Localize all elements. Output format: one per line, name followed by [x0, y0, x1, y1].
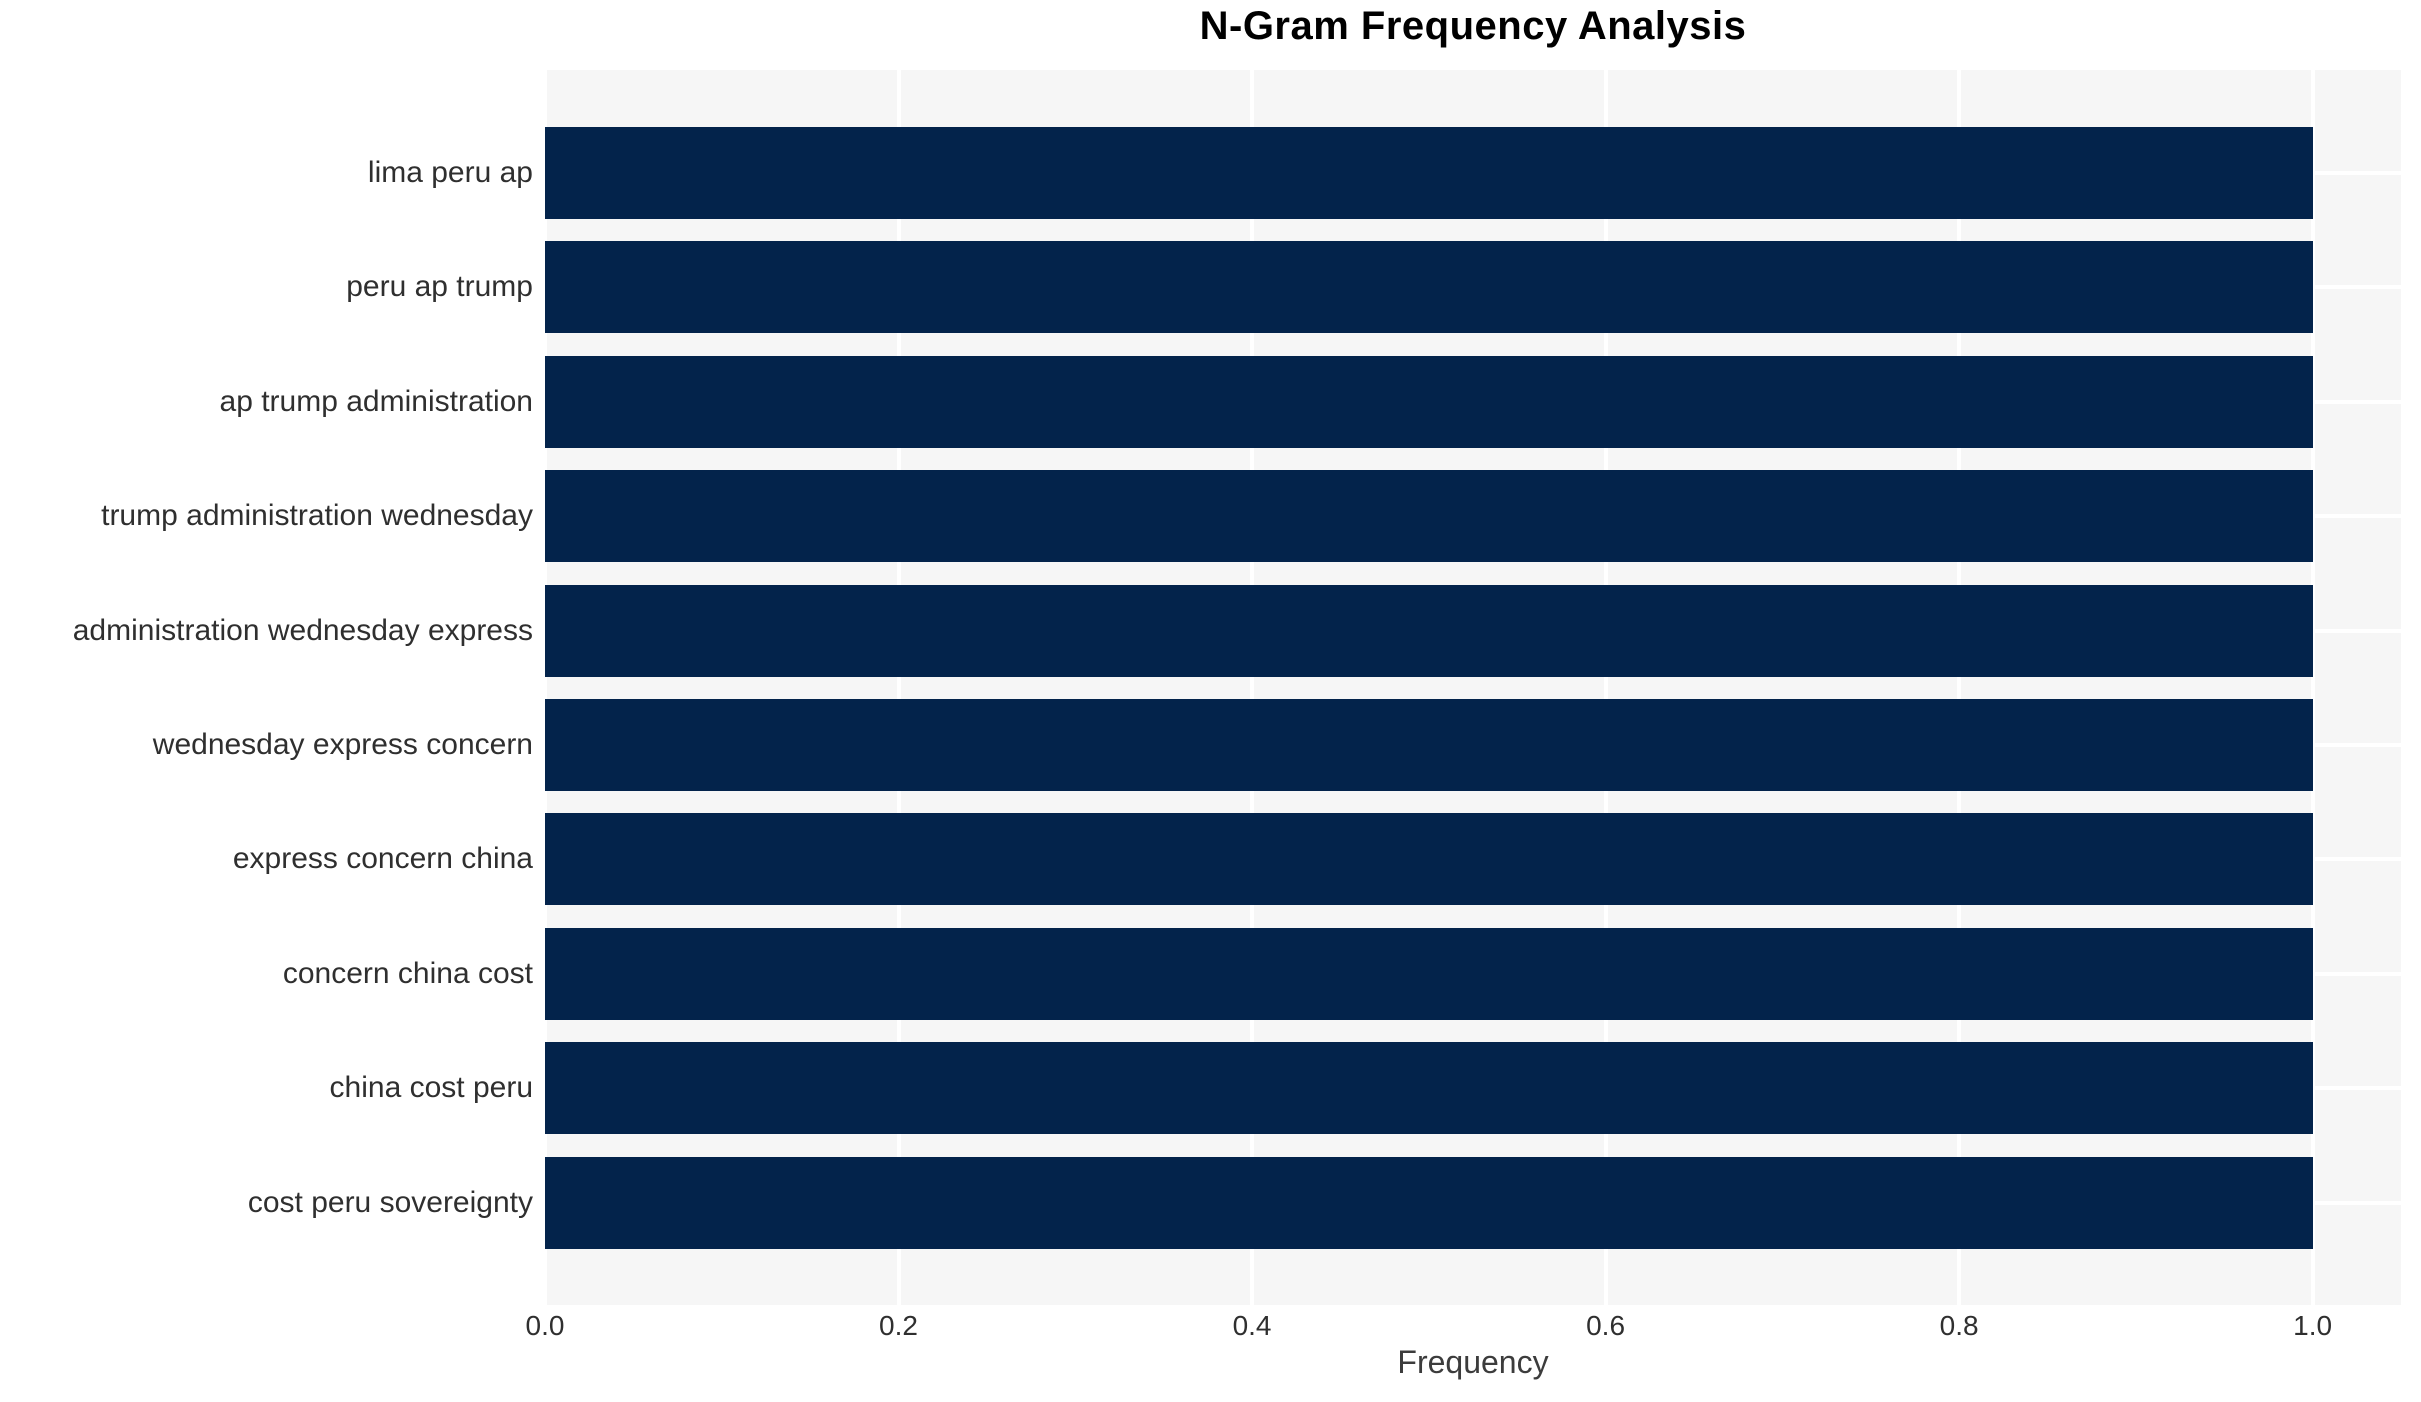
y-tick-label: cost peru sovereignty	[247, 1185, 533, 1219]
x-gridline	[1250, 70, 1255, 1305]
x-gridline	[543, 70, 547, 1305]
bar	[545, 699, 2313, 791]
x-gridline	[2310, 70, 2315, 1305]
y-tick-label: ap trump administration	[219, 384, 533, 418]
bar	[545, 1156, 2313, 1249]
x-tick-label: 0.8	[1939, 1310, 1979, 1341]
bar	[545, 127, 2313, 219]
bar	[545, 927, 2313, 1020]
chart-title: N-Gram Frequency Analysis	[1199, 4, 1747, 48]
y-tick-label: trump administration wednesday	[101, 499, 533, 533]
y-tick-label: wednesday express concern	[152, 728, 533, 761]
bar	[545, 241, 2313, 334]
y-tick-label: china cost peru	[329, 1071, 533, 1105]
x-tick-label: 0.2	[879, 1310, 918, 1341]
y-axis-labels: lima peru ap peru ap trump ap trump admini…	[0, 70, 533, 1305]
y-tick-label: peru ap trump	[346, 270, 533, 304]
x-tick-label: 0.0	[525, 1310, 565, 1341]
y-tick-label: express concern china	[232, 842, 533, 876]
x-gridline	[896, 70, 901, 1305]
bar	[545, 1042, 2313, 1135]
y-tick-label: concern china cost	[282, 956, 533, 990]
y-tick-label: administration wednesday express	[72, 613, 533, 647]
x-tick-label: 0.6	[1586, 1310, 1626, 1341]
x-gridline	[1957, 70, 1962, 1305]
y-tick-label: lima peru ap	[367, 156, 533, 189]
x-axis-title: Frequency	[1397, 1344, 1549, 1380]
x-tick-label: 1.0	[2293, 1310, 2333, 1341]
x-axis-ticks: 0.0 0.2 0.4 0.6 0.8 1.0	[526, 1310, 2401, 1344]
bar	[545, 470, 2313, 563]
x-tick-label: 0.4	[1232, 1310, 1272, 1341]
bar	[545, 813, 2313, 906]
x-gridline	[1603, 70, 1608, 1305]
bar	[545, 584, 2313, 677]
bar	[545, 355, 2313, 448]
plot-area	[543, 70, 2401, 1305]
